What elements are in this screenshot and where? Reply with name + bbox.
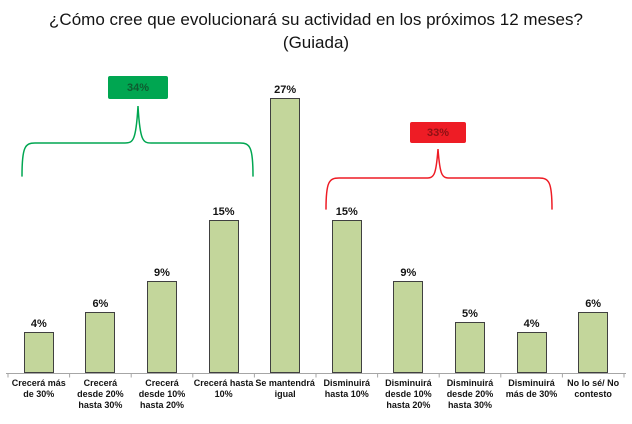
growth-total-label: 34% (126, 81, 150, 94)
bar-value-label: 6% (585, 298, 602, 310)
bar-value-label: 9% (154, 267, 170, 279)
bar-group: 15% (193, 206, 255, 373)
bar-group: 6% (562, 298, 624, 373)
bar-group: 9% (131, 267, 193, 373)
category-label: Crecerá desde 20% hasta 30% (77, 378, 124, 410)
bar (516, 332, 547, 373)
bar (85, 312, 116, 373)
bar-group: 5% (439, 308, 501, 373)
bar-value-label: 27% (274, 84, 297, 96)
bar-group: 27% (254, 84, 316, 373)
bar (146, 281, 177, 373)
bar-group: 6% (70, 298, 132, 373)
bars-row: 4% 6% 9% 15% 27% 15% 9% 5% 4% 6% (8, 0, 624, 373)
bar-value-label: 15% (212, 206, 235, 218)
bar-group: 15% (316, 206, 378, 373)
category-labels-row: Crecerá más de 30% Crecerá desde 20% hast… (8, 378, 624, 410)
bar (208, 220, 239, 373)
category-label: Disminuirá desde 10% hasta 20% (385, 378, 432, 410)
bar-value-label: 4% (523, 318, 540, 330)
bar (578, 312, 609, 373)
bar-group: 4% (501, 318, 563, 373)
bar (270, 98, 301, 373)
category-label: No lo sé/ No contesto (567, 378, 620, 399)
chart-title: ¿Cómo cree que evolucionará su actividad… (49, 10, 583, 52)
decline-total-label: 33% (426, 126, 450, 139)
bar (23, 332, 54, 373)
bar-value-label: 5% (462, 308, 478, 320)
category-label: Disminuirá hasta 10% (323, 378, 371, 399)
category-label: Crecerá más de 30% (11, 378, 66, 399)
bar-group: 9% (378, 267, 440, 373)
category-label: Se mantendrá igual (255, 378, 315, 399)
category-label: Disminuirá desde 20% hasta 30% (446, 378, 494, 410)
bar-value-label: 15% (335, 206, 358, 218)
category-label: Crecerá hasta 10% (193, 378, 254, 399)
bar (393, 281, 424, 373)
axis-ticks (7, 373, 625, 378)
decline-total-badge: 33% (410, 122, 466, 143)
bar-group: 4% (8, 318, 70, 373)
bar-value-label: 9% (400, 267, 417, 279)
growth-total-badge: 34% (108, 76, 168, 99)
bar (331, 220, 362, 373)
bar (454, 322, 485, 373)
category-label: Disminuirá más de 30% (505, 378, 558, 399)
category-label: Crecerá desde 10% hasta 20% (138, 378, 186, 410)
bar-value-label: 6% (92, 298, 109, 310)
bar-value-label: 4% (30, 318, 47, 330)
